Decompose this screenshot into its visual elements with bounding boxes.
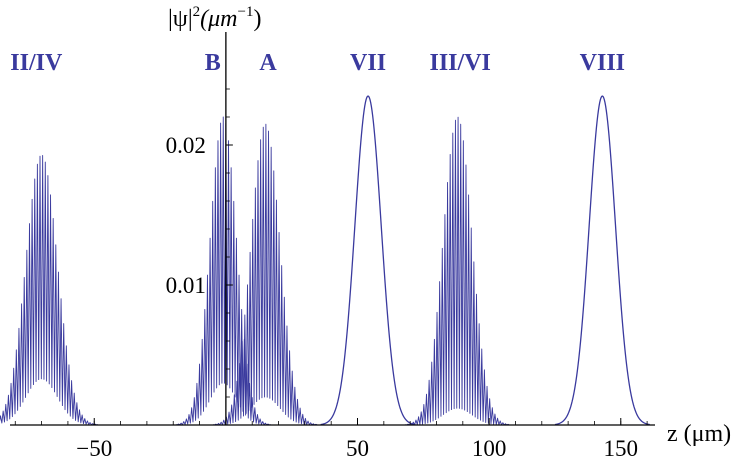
y-title-unit: (μm [200,6,237,32]
series-line-ii-iv [0,154,99,426]
series-line-vii [320,95,416,426]
x-title-z: z [667,421,678,447]
series-line-iii-vi [405,116,510,426]
peak-label: B [205,50,221,76]
x-tick-label: −50 [76,436,112,461]
x-tick-label: 50 [346,436,369,461]
peak-label: A [259,50,277,76]
peak-label: VII [350,50,386,76]
y-ticks: 0.01 0.02 [166,88,233,398]
peak-labels: II/IV B A VII III/VI VIII [10,50,625,76]
x-axis-title: z (μm) [667,421,731,447]
y-title-unit-exp: −1 [238,4,254,20]
x-ticks: −50 50 100 150 [14,418,648,461]
series-line-b [175,116,271,426]
peak-label: VIII [580,50,625,76]
series-line-viii [554,95,650,426]
y-title-close: ) [253,6,261,32]
peak-label: II/IV [10,50,63,76]
y-tick-label: 0.01 [166,273,206,298]
series-line-a [213,123,318,426]
y-title-exp: 2 [193,4,201,20]
y-tick-label: 0.02 [166,133,206,158]
curves-group [0,95,650,426]
y-title-base: |ψ| [168,6,193,32]
x-tick-label: 150 [604,436,639,461]
peak-label: III/VI [430,50,491,76]
x-tick-label: 100 [472,436,507,461]
y-axis-title: |ψ|2(μm−1) [168,4,261,32]
x-title-unit: (μm) [684,421,732,447]
